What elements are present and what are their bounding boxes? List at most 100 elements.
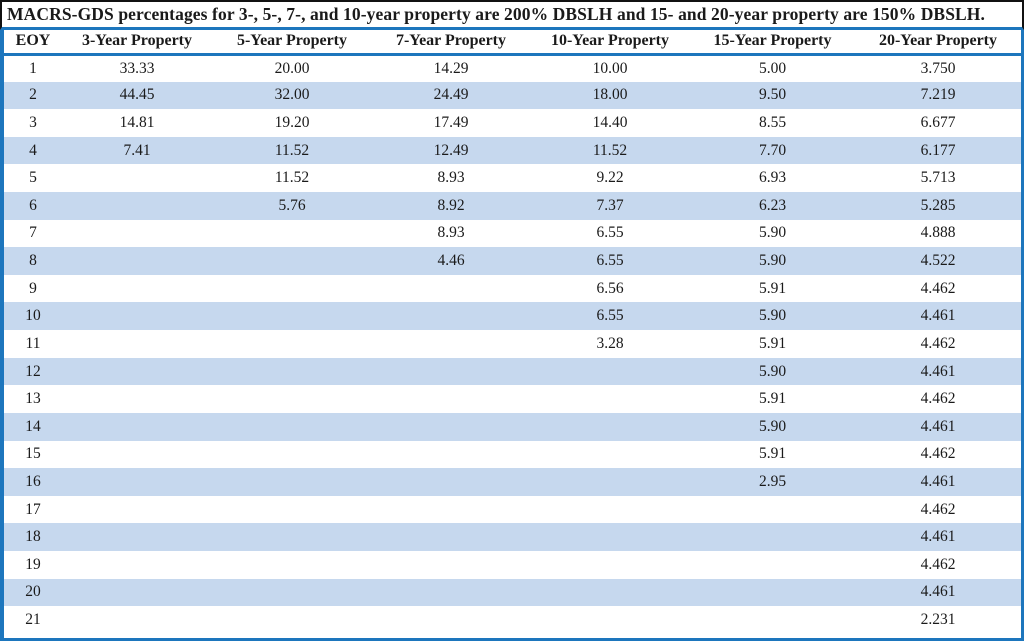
cell-5-year xyxy=(212,330,372,358)
cell-3-year: 14.81 xyxy=(119,114,155,132)
cell-eoy: 7 xyxy=(29,224,37,242)
cell-20-year: 4.462 xyxy=(920,279,956,297)
cell-7-year xyxy=(372,441,530,469)
cell-20-year: 4.462 xyxy=(920,500,956,518)
cell-eoy: 13 xyxy=(25,390,41,408)
table-row: 12 5.90 4.461 xyxy=(4,357,1021,386)
table-row: 14 5.90 4.461 xyxy=(4,412,1021,441)
cell-5-year xyxy=(212,413,372,441)
cell-3-year xyxy=(62,551,212,579)
table-row: 6 5.76 8.92 7.37 6.23 5.285 xyxy=(4,192,1021,220)
cell-10-year: 11.52 xyxy=(592,141,628,159)
cell-20-year: 4.461 xyxy=(920,362,956,380)
cell-15-year: 5.90 xyxy=(758,252,787,270)
cell-10-year xyxy=(530,606,690,634)
cell-eoy: 15 xyxy=(25,445,41,463)
cell-7-year xyxy=(372,358,530,386)
cell-10-year: 6.56 xyxy=(596,279,624,297)
cell-7-year: 8.92 xyxy=(437,196,465,214)
cell-7-year: 8.93 xyxy=(437,169,465,187)
table-row: 11 3.28 5.91 4.462 xyxy=(4,330,1021,358)
table-row: 1 33.33 20.00 14.29 10.00 5.00 3.750 xyxy=(4,54,1021,82)
cell-20-year: 2.231 xyxy=(920,610,956,628)
table-row: 19 4.462 xyxy=(4,550,1021,579)
cell-10-year xyxy=(530,468,690,496)
cell-20-year: 4.888 xyxy=(920,224,956,242)
cell-3-year xyxy=(62,275,212,303)
cell-20-year: 4.461 xyxy=(920,307,956,325)
cell-10-year: 3.28 xyxy=(596,334,624,352)
cell-10-year xyxy=(530,496,690,524)
cell-10-year: 10.00 xyxy=(592,59,628,77)
cell-7-year xyxy=(372,496,530,524)
cell-5-year xyxy=(212,579,372,607)
cell-3-year xyxy=(62,413,212,441)
cell-3-year xyxy=(62,247,212,275)
cell-5-year: 20.00 xyxy=(274,59,310,77)
cell-5-year xyxy=(212,496,372,524)
column-header-7-year: 7-Year Property xyxy=(372,30,530,56)
cell-5-year xyxy=(212,441,372,469)
table-row: 7 8.93 6.55 5.90 4.888 xyxy=(4,219,1021,248)
cell-15-year xyxy=(690,523,855,551)
cell-20-year: 3.750 xyxy=(920,59,956,77)
cell-7-year xyxy=(372,275,530,303)
cell-5-year xyxy=(212,358,372,386)
table-row: 20 4.461 xyxy=(4,578,1021,607)
cell-3-year xyxy=(62,606,212,634)
cell-15-year: 5.90 xyxy=(758,307,787,325)
cell-3-year xyxy=(62,192,212,220)
cell-7-year xyxy=(372,330,530,358)
cell-7-year xyxy=(372,413,530,441)
depreciation-percentages-table: EOY 3-Year Property 5-Year Property 7-Ye… xyxy=(4,30,1021,634)
table-row: 5 11.52 8.93 9.22 6.93 5.713 xyxy=(4,164,1021,193)
cell-15-year: 5.91 xyxy=(758,334,787,352)
cell-3-year xyxy=(62,164,212,192)
column-header-eoy: EOY xyxy=(4,30,62,56)
table-row: 10 6.55 5.90 4.461 xyxy=(4,302,1021,331)
cell-7-year xyxy=(372,606,530,634)
table-row: 2 44.45 32.00 24.49 18.00 9.50 7.219 xyxy=(4,81,1021,110)
cell-3-year xyxy=(62,496,212,524)
cell-10-year: 9.22 xyxy=(596,169,624,187)
cell-eoy: 12 xyxy=(25,362,41,380)
cell-20-year: 4.461 xyxy=(920,528,956,546)
cell-20-year: 7.219 xyxy=(920,86,956,104)
table-row: 21 2.231 xyxy=(4,606,1021,634)
cell-3-year xyxy=(62,302,212,330)
cell-15-year: 6.23 xyxy=(758,196,787,214)
cell-eoy: 16 xyxy=(25,472,41,490)
column-header-20-year: 20-Year Property xyxy=(855,30,1021,56)
cell-20-year: 6.177 xyxy=(920,141,956,159)
cell-eoy: 21 xyxy=(25,610,41,628)
cell-10-year xyxy=(530,358,690,386)
cell-7-year: 14.29 xyxy=(433,59,469,77)
cell-3-year xyxy=(62,358,212,386)
cell-15-year xyxy=(690,606,855,634)
cell-3-year xyxy=(62,441,212,469)
cell-15-year: 5.90 xyxy=(758,224,787,242)
cell-7-year xyxy=(372,468,530,496)
cell-20-year: 4.461 xyxy=(920,472,956,490)
cell-7-year: 4.46 xyxy=(437,252,465,270)
table-row: 13 5.91 4.462 xyxy=(4,385,1021,413)
table-row: 9 6.56 5.91 4.462 xyxy=(4,274,1021,303)
cell-15-year: 5.90 xyxy=(758,362,787,380)
table-row: 15 5.91 4.462 xyxy=(4,440,1021,469)
table-row: 3 14.81 19.20 17.49 14.40 8.55 6.677 xyxy=(4,109,1021,137)
cell-20-year: 4.462 xyxy=(920,555,956,573)
cell-15-year xyxy=(690,579,855,607)
cell-7-year xyxy=(372,385,530,413)
cell-10-year: 18.00 xyxy=(592,86,628,104)
cell-7-year xyxy=(372,523,530,551)
cell-10-year xyxy=(530,385,690,413)
cell-eoy: 14 xyxy=(25,417,41,435)
cell-20-year: 5.713 xyxy=(920,169,956,187)
table-body: 1 33.33 20.00 14.29 10.00 5.00 3.750 2 44.45 32.0… xyxy=(4,54,1021,634)
cell-3-year xyxy=(62,523,212,551)
table-row: 16 2.95 4.461 xyxy=(4,468,1021,496)
cell-5-year xyxy=(212,220,372,248)
cell-20-year: 5.285 xyxy=(920,196,956,214)
cell-eoy: 8 xyxy=(29,252,37,270)
cell-5-year xyxy=(212,275,372,303)
